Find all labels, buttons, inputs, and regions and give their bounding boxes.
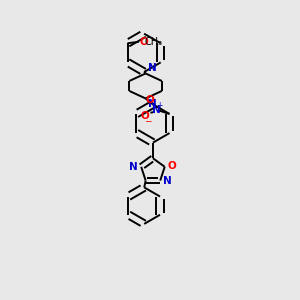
Text: O: O (140, 111, 149, 121)
Text: O: O (146, 95, 154, 105)
Text: N: N (148, 99, 157, 109)
Text: N: N (163, 176, 172, 186)
Text: O: O (140, 37, 148, 47)
Text: N: N (152, 105, 161, 116)
Text: CH₃: CH₃ (145, 37, 163, 47)
Text: N: N (148, 63, 157, 73)
Text: N: N (130, 162, 138, 172)
Text: −: − (144, 116, 151, 125)
Text: O: O (168, 161, 176, 171)
Text: +: + (157, 100, 163, 109)
